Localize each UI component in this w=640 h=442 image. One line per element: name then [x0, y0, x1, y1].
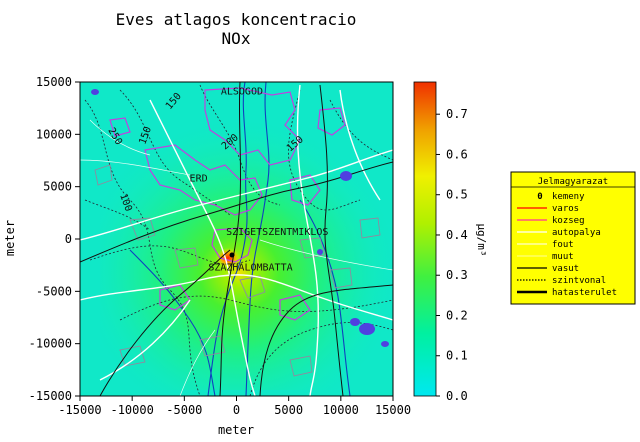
- legend-item: autopalya: [517, 228, 601, 238]
- x-tick-label: -15000: [58, 403, 101, 417]
- legend-label: varos: [552, 204, 579, 214]
- river-lines: [129, 82, 351, 396]
- colorbar-tick-label: 0.3: [446, 268, 468, 282]
- map-plot[interactable]: 250 150 200 150 100 150 ALSOGODERDSZIGET…: [80, 82, 393, 396]
- legend-label: kozseg: [552, 216, 585, 226]
- y-tick-label: -10000: [29, 337, 72, 351]
- place-label: SZIGETSZENTMIKLOS: [226, 227, 328, 238]
- legend-item: vasut: [517, 264, 579, 274]
- x-axis: -15000 -10000 -5000 0 5000 10000 15000: [58, 396, 411, 417]
- legend-label: autopalya: [552, 228, 601, 238]
- x-tick-label: 15000: [375, 403, 411, 417]
- x-axis-label: meter: [218, 423, 254, 437]
- municipal-boundaries: [109, 87, 346, 321]
- legend-item: hatasterulet: [517, 288, 617, 298]
- colorbar-tick-label: 0.6: [446, 147, 468, 161]
- y-tick-label: 0: [65, 232, 72, 246]
- legend-label: fout: [552, 240, 574, 250]
- legend-label: hatasterulet: [552, 288, 617, 298]
- x-tick-label: -5000: [166, 403, 202, 417]
- colorbar-tick-label: 0.1: [446, 349, 468, 363]
- place-labels: ALSOGOD ERD SZIGETSZENTMIKLOS SZAZHALOMBATT…: [190, 87, 329, 274]
- road-lines: [80, 84, 393, 396]
- x-tick-label: 0: [233, 403, 240, 417]
- legend-item: fout: [517, 240, 574, 250]
- chimney-marker-icon: 0: [537, 192, 542, 202]
- colorbar-tick-label: 0.0: [446, 389, 468, 403]
- legend-label: szintvonal: [552, 276, 606, 286]
- legend-label: kemeny: [552, 192, 585, 202]
- colorbar-tick-label: 0.5: [446, 188, 468, 202]
- y-tick-label: -15000: [29, 389, 72, 403]
- concentration-plume: [100, 110, 390, 390]
- legend-item: 0 kemeny: [537, 192, 585, 202]
- water-bodies: [91, 89, 389, 347]
- colorbar-tick-label: 0.2: [446, 308, 468, 322]
- legend-item: varos: [517, 204, 579, 214]
- legend-item: muut: [517, 252, 574, 262]
- y-axis: 15000 10000 5000 0 -5000 -10000 -15000: [29, 75, 80, 403]
- legend-box: [510, 171, 636, 305]
- y-tick-label: 15000: [36, 75, 72, 89]
- legend-item: szintvonal: [517, 276, 606, 286]
- colorbar-unit: μg/m³: [475, 223, 488, 256]
- y-tick-label: -5000: [36, 284, 72, 298]
- colorbar-tick-label: 0.4: [446, 228, 468, 242]
- place-label: SZAZHALOMBATTA: [208, 262, 292, 273]
- colorbar: 0.7 0.6 0.5 0.4 0.3 0.2 0.1 0.0 μg/m³: [413, 81, 488, 403]
- y-axis-label: meter: [3, 220, 17, 256]
- area-boundaries: [94, 164, 381, 377]
- x-tick-label: 5000: [274, 403, 303, 417]
- place-label: ALSOGOD: [221, 87, 263, 98]
- colorbar-ticks: 0.7 0.6 0.5 0.4 0.3 0.2 0.1 0.0: [436, 107, 468, 403]
- legend-label: vasut: [552, 264, 579, 274]
- x-tick-label: -10000: [110, 403, 153, 417]
- legend-label: muut: [552, 252, 574, 262]
- x-tick-label: 10000: [323, 403, 359, 417]
- map-title: Eves atlagos koncentracio: [116, 10, 357, 29]
- legend-items: 0 kemeny varos kozseg autopalya fout muut vasut…: [517, 192, 617, 298]
- legend: Jelmagyarazat 0 kemeny varos kozseg autopaly…: [510, 171, 636, 305]
- source-marker: [229, 252, 235, 258]
- y-tick-label: 5000: [43, 180, 72, 194]
- y-tick-label: 10000: [36, 127, 72, 141]
- map-subtitle: NOx: [222, 29, 251, 48]
- legend-title: Jelmagyarazat: [538, 177, 608, 187]
- minor-road-lines: [80, 119, 393, 396]
- colorbar-scale: [413, 81, 437, 397]
- legend-item: kozseg: [517, 216, 585, 226]
- place-label: ERD: [190, 173, 208, 184]
- colorbar-tick-label: 0.7: [446, 107, 468, 121]
